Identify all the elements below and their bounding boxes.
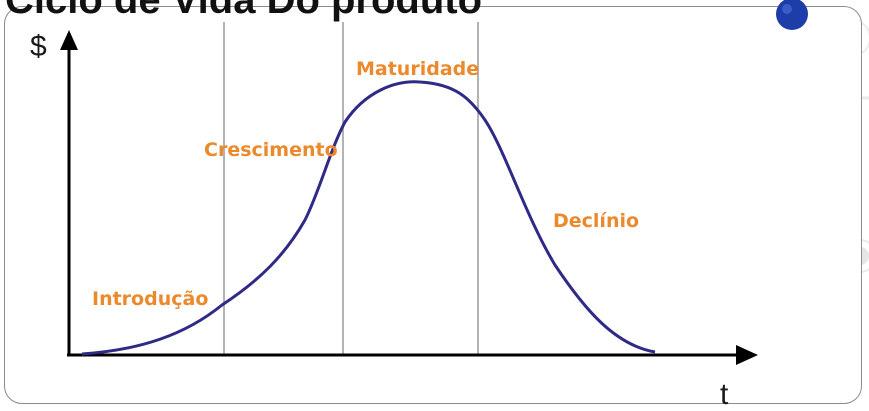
stage-label-crescimento: Crescimento	[204, 139, 338, 161]
stage-label-introducao: Introdução	[92, 288, 208, 310]
diagram-frame: Ciclo de Vida Do produto	[4, 0, 862, 404]
x-axis-label: t	[720, 378, 729, 411]
x-axis-arrowhead	[736, 345, 758, 365]
bullet-dot-highlight	[782, 4, 792, 14]
stage-label-maturidade: Maturidade	[356, 58, 479, 80]
life-cycle-curve	[81, 80, 656, 356]
stage-label-declinio: Declínio	[553, 210, 639, 232]
bullet-dot	[776, 0, 808, 30]
y-axis-label: $	[30, 30, 47, 63]
y-axis-arrowhead	[60, 30, 78, 50]
slide-title: Ciclo de Vida Do produto	[5, 0, 483, 22]
